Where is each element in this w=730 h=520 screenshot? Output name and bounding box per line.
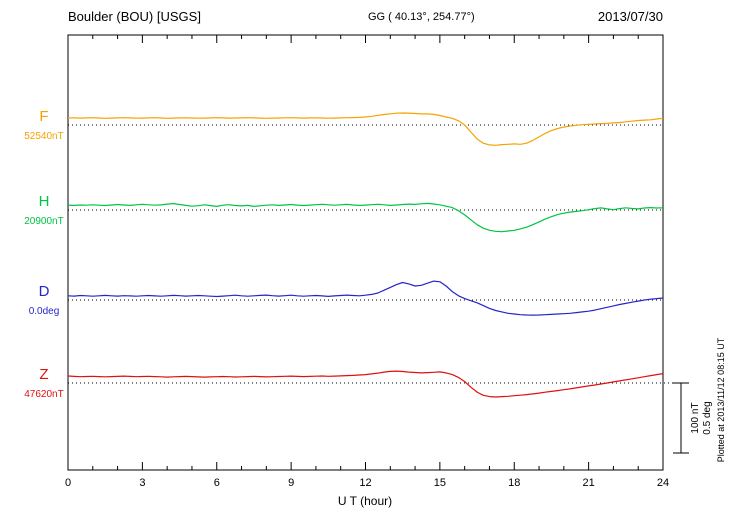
channel-baseline-label-D: 0.0deg	[29, 306, 60, 317]
trace-F	[67, 112, 664, 146]
chart-content: 0 3 6 9 12 15 18 21 24 F 52540nT H 20900nT D 0.0deg Z 47…	[24, 35, 713, 489]
x-tick-label: 9	[288, 477, 294, 489]
scale-bar-label: 100 nT	[690, 402, 701, 433]
plot-frame	[67, 34, 664, 471]
x-axis-label: U T (hour)	[338, 494, 392, 508]
x-tick-label: 6	[214, 477, 220, 489]
x-axis-ticks: 0 3 6 9 12 15 18 21 24	[65, 35, 669, 489]
channel-baseline-label-F: 52540nT	[24, 131, 63, 142]
x-tick-label: 21	[583, 477, 595, 489]
trace-H	[67, 202, 664, 233]
station-title: Boulder (BOU) [USGS]	[68, 9, 201, 24]
scale-bar-label: 0.5 deg	[702, 401, 713, 434]
x-tick-label: 18	[508, 477, 520, 489]
gg-coordinates: GG ( 40.13°, 254.77°)	[368, 11, 475, 23]
x-tick-label: 3	[139, 477, 145, 489]
plot-date: 2013/07/30	[598, 9, 663, 24]
x-tick-label: 0	[65, 477, 71, 489]
x-tick-label: 15	[434, 477, 446, 489]
channel-letter-Z: Z	[39, 366, 48, 383]
x-tick-label: 24	[657, 477, 669, 489]
channel-baseline-label-Z: 47620nT	[24, 389, 63, 400]
x-tick-label: 12	[359, 477, 371, 489]
channel-letter-F: F	[39, 108, 48, 125]
trace-Z	[67, 370, 664, 398]
channel-letter-D: D	[39, 283, 50, 300]
plotted-at-note: Plotted at 2013/11/12 08:15 UT	[716, 337, 726, 462]
trace-D	[67, 280, 664, 316]
channel-letter-H: H	[39, 193, 50, 210]
channel-baseline-label-H: 20900nT	[24, 216, 63, 227]
